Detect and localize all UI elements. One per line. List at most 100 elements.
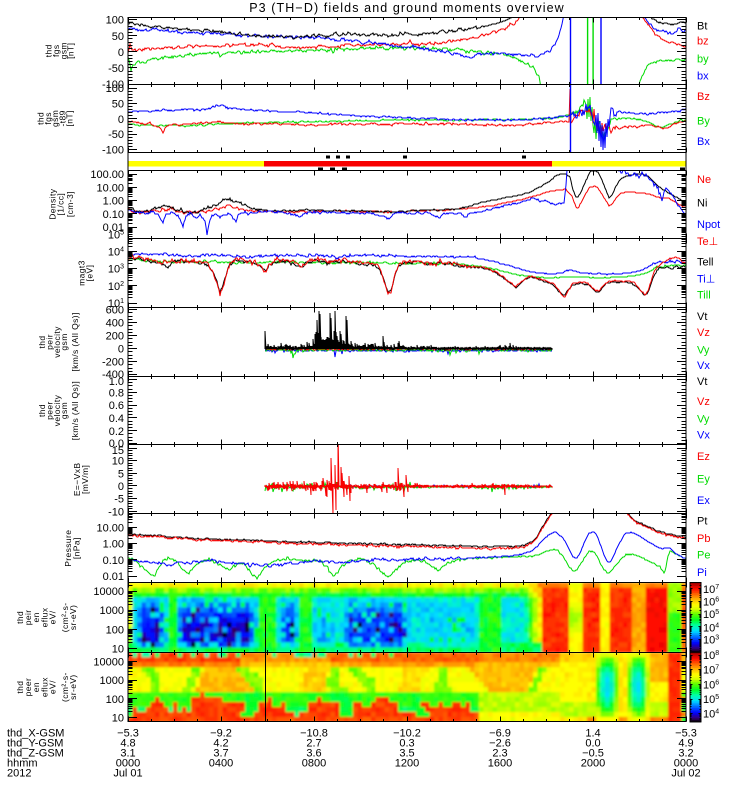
svg-text:2.7: 2.7	[306, 738, 321, 750]
svg-text:0.8: 0.8	[109, 387, 124, 399]
svg-text:105: 105	[108, 229, 124, 241]
svg-text:peer: peer	[23, 678, 33, 697]
svg-text:thd_X-GSM: thd_X-GSM	[7, 728, 64, 740]
svg-text:200: 200	[106, 331, 124, 343]
svg-text:Till: Till	[697, 290, 711, 302]
svg-text:sr-eV): sr-eV)	[68, 605, 78, 631]
svg-text:100: 100	[106, 694, 124, 706]
svg-text:en: en	[31, 682, 41, 692]
svg-text:Bx: Bx	[697, 136, 710, 148]
svg-text:(cm²-s-: (cm²-s-	[60, 672, 70, 702]
svg-text:peir: peir	[44, 334, 54, 350]
svg-text:1000: 1000	[100, 675, 124, 687]
svg-text:3.6: 3.6	[306, 748, 321, 760]
svg-text:Vx: Vx	[697, 360, 710, 372]
svg-text:-400: -400	[102, 369, 124, 381]
svg-text:Vt: Vt	[697, 311, 707, 323]
svg-text:10.00: 10.00	[96, 523, 124, 535]
svg-text:107: 107	[703, 584, 719, 596]
svg-text:50: 50	[112, 31, 124, 43]
svg-text:1000: 1000	[100, 605, 124, 617]
svg-text:Vy: Vy	[697, 414, 710, 426]
svg-text:bz: bz	[697, 36, 709, 48]
svg-text:[nT]: [nT]	[65, 110, 75, 126]
svg-text:106: 106	[703, 680, 719, 692]
svg-text:-50: -50	[108, 63, 124, 75]
svg-text:velocity: velocity	[52, 394, 62, 426]
svg-text:600: 600	[106, 305, 124, 317]
svg-text:magt3: magt3	[76, 260, 86, 286]
svg-text:1.0: 1.0	[109, 376, 124, 388]
svg-text:thd: thd	[15, 611, 25, 624]
svg-text:0.0: 0.0	[109, 438, 124, 450]
svg-text:[km/s (All Qs)]: [km/s (All Qs)]	[70, 312, 80, 371]
svg-text:Bz: Bz	[697, 91, 710, 103]
svg-text:104: 104	[703, 708, 719, 720]
svg-text:[km/s (All Qs)]: [km/s (All Qs)]	[70, 381, 80, 440]
svg-text:eflux: eflux	[39, 677, 49, 697]
svg-text:−10.8: −10.8	[300, 728, 328, 740]
svg-text:Pb: Pb	[697, 533, 710, 545]
svg-text:Pressure: Pressure	[63, 530, 73, 567]
svg-text:thd_Y-GSM: thd_Y-GSM	[7, 738, 63, 750]
svg-text:50: 50	[112, 98, 124, 110]
svg-text:eflux: eflux	[39, 607, 49, 627]
svg-text:0: 0	[118, 114, 124, 126]
svg-text:P3 (TH−D) fields and ground mo: P3 (TH−D) fields and ground moments over…	[249, 1, 565, 15]
svg-text:Ne: Ne	[697, 174, 711, 186]
svg-text:by: by	[697, 54, 709, 66]
svg-text:Tell: Tell	[697, 257, 714, 269]
svg-text:Vx: Vx	[697, 430, 710, 442]
svg-text:10000: 10000	[93, 586, 124, 598]
svg-text:gsm: gsm	[50, 110, 60, 127]
svg-text:sr-eV): sr-eV)	[68, 674, 78, 700]
svg-text:gsm: gsm	[59, 402, 69, 419]
svg-text:0800: 0800	[302, 758, 326, 770]
svg-text:4.2: 4.2	[213, 738, 228, 750]
svg-text:thd_Z-GSM: thd_Z-GSM	[7, 748, 64, 760]
svg-text:101: 101	[108, 298, 124, 310]
svg-text:0000: 0000	[116, 758, 140, 770]
svg-text:Vz: Vz	[697, 396, 710, 408]
svg-text:4.8: 4.8	[120, 738, 135, 750]
svg-text:103: 103	[108, 264, 124, 276]
svg-text:0.3: 0.3	[399, 738, 414, 750]
svg-text:100: 100	[106, 15, 124, 27]
svg-text:3.5: 3.5	[399, 748, 414, 760]
svg-text:0400: 0400	[209, 758, 233, 770]
svg-text:[nPa]: [nPa]	[71, 537, 81, 559]
svg-text:-10: -10	[108, 506, 124, 518]
svg-text:103: 103	[703, 634, 719, 646]
svg-text:1.00: 1.00	[103, 539, 124, 551]
svg-text:105: 105	[703, 609, 719, 621]
svg-text:thd: thd	[37, 404, 47, 417]
svg-text:104: 104	[703, 623, 719, 635]
svg-text:−5.3: −5.3	[117, 728, 139, 740]
svg-text:107: 107	[703, 665, 719, 677]
svg-text:Vt: Vt	[697, 376, 707, 388]
svg-text:bx: bx	[697, 70, 709, 82]
svg-text:−9.2: −9.2	[210, 728, 232, 740]
svg-text:106: 106	[703, 597, 719, 609]
svg-text:fgs: fgs	[43, 112, 53, 125]
svg-text:Pi: Pi	[697, 567, 707, 579]
svg-text:thd: thd	[44, 44, 54, 57]
svg-text:Pe: Pe	[697, 550, 710, 562]
svg-text:-t89: -t89	[57, 110, 67, 126]
svg-text:10.00: 10.00	[96, 182, 124, 194]
svg-text:Ti⊥: Ti⊥	[697, 273, 715, 285]
svg-text:-100: -100	[102, 145, 124, 157]
svg-text:en: en	[31, 612, 41, 622]
svg-text:By: By	[697, 115, 710, 127]
svg-text:(cm²-s-: (cm²-s-	[60, 603, 70, 633]
svg-text:10: 10	[112, 456, 124, 468]
svg-text:peir: peir	[23, 610, 33, 626]
svg-text:10000: 10000	[93, 656, 124, 668]
svg-text:-50: -50	[108, 129, 124, 141]
svg-text:eV/: eV/	[48, 680, 58, 694]
svg-text:1.00: 1.00	[103, 196, 124, 208]
svg-text:10: 10	[112, 713, 124, 725]
svg-text:0.4: 0.4	[109, 413, 124, 425]
svg-text:Ni: Ni	[697, 197, 707, 209]
svg-text:Ex: Ex	[697, 495, 710, 507]
